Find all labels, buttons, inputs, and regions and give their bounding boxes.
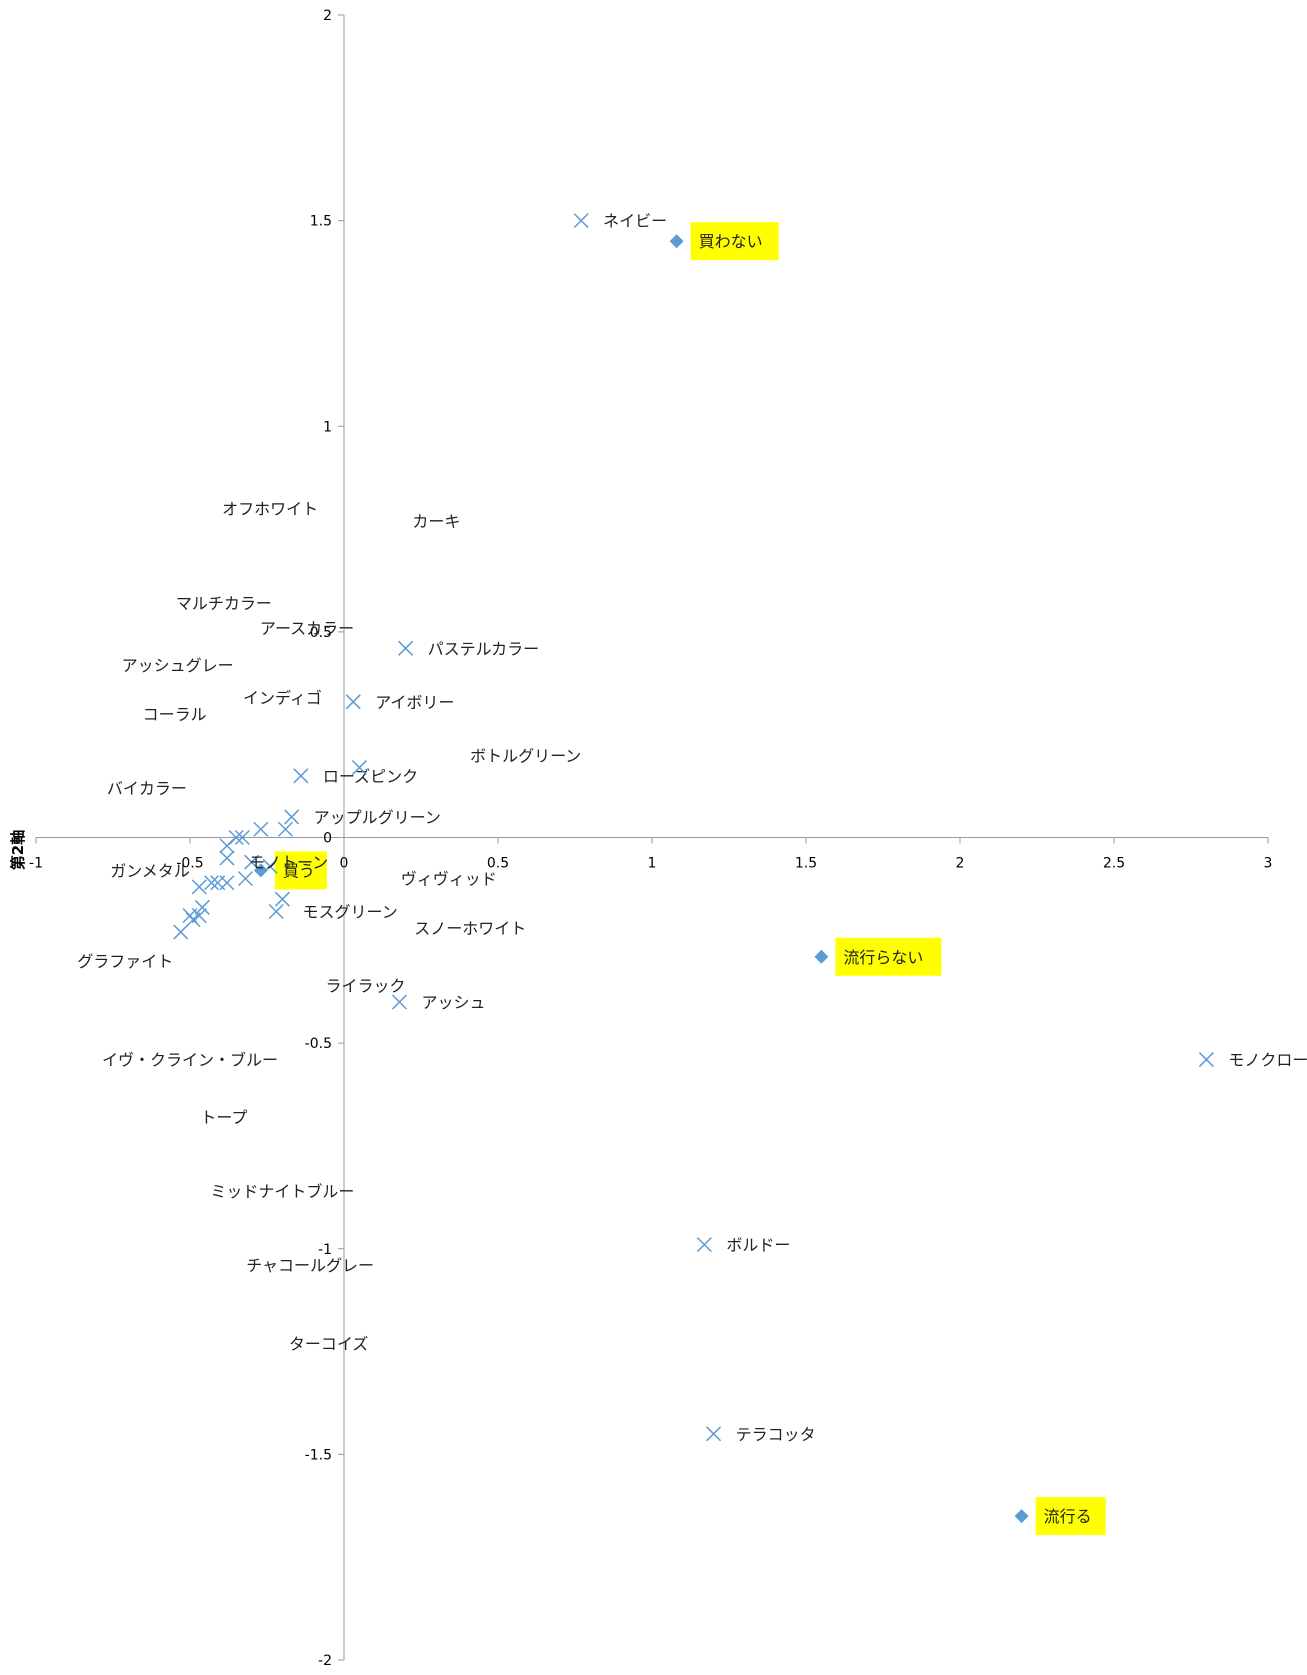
annotation-label: モスグリーン [303, 903, 398, 922]
x-point [284, 809, 300, 825]
x-tick-label: 0.5 [487, 856, 509, 872]
x-point [253, 821, 269, 837]
y-axis-title: 第2軸 [9, 830, 27, 870]
annotation-label: インディゴ [243, 689, 322, 708]
point-label: ボルドー [726, 1236, 790, 1255]
x-point [1198, 1052, 1214, 1068]
x-point [268, 903, 284, 920]
x-point [274, 891, 290, 907]
annotation-label: バイカラー [107, 779, 187, 798]
y-tick-label: 0 [323, 831, 332, 847]
y-tick-label: 1.5 [310, 214, 332, 230]
x-tick-label: -0.5 [176, 856, 203, 872]
annotation-label: ミッドナイトブルー [210, 1182, 354, 1201]
x-point [185, 912, 201, 928]
x-tick-label: 3 [1264, 856, 1273, 872]
y-tick-label: 0.5 [310, 625, 332, 641]
x-point [293, 768, 309, 784]
x-tick-label: 1 [648, 856, 657, 872]
point-label: 流行る [1044, 1507, 1092, 1526]
point-label: パステルカラー [428, 639, 540, 658]
annotation-label: ガンメタル [110, 861, 190, 880]
x-tick-label: 2.5 [1103, 856, 1125, 872]
label-highlight [690, 222, 779, 261]
diamond-point [669, 234, 684, 249]
x-tick-label: 1.5 [795, 856, 817, 872]
x-point [191, 879, 207, 895]
x-point [696, 1237, 712, 1253]
x-point [219, 838, 235, 854]
x-point [706, 1426, 722, 1442]
point-label: ローズピンク [323, 767, 418, 786]
x-tick-label: 2 [956, 856, 965, 872]
annotation-label: ボトルグリーン [470, 746, 581, 765]
point-label: アップルグリーン [314, 808, 441, 827]
annotation-label: アッシュグレー [122, 656, 234, 675]
point-label: ネイビー [603, 212, 667, 231]
x-point [204, 875, 220, 891]
y-tick-label: -1.5 [305, 1447, 332, 1463]
annotation-label: ヴィヴィッド [401, 870, 497, 889]
x-point [398, 640, 414, 656]
y-tick-label: 2 [323, 8, 332, 24]
y-tick-label: -2 [318, 1653, 332, 1669]
x-point [573, 213, 589, 229]
annotation-label: トープ [200, 1108, 247, 1127]
label-highlight [835, 937, 942, 976]
point-label: 買わない [699, 232, 763, 251]
label-highlight [274, 851, 327, 890]
point-label: 流行らない [843, 948, 923, 967]
x-point [210, 875, 226, 891]
x-point [234, 829, 250, 846]
x-point [194, 899, 210, 915]
annotation-label: ライラック [326, 977, 406, 996]
x-point [391, 994, 407, 1010]
x-point [244, 854, 260, 870]
point-label: 買う [283, 861, 315, 880]
point-label: アイボリー [375, 693, 454, 712]
x-point [262, 858, 278, 874]
x-tick-label: 0 [340, 856, 349, 872]
point-label: テラコッタ [736, 1425, 816, 1444]
x-point [219, 850, 235, 866]
y-tick-label: -1 [318, 1242, 332, 1258]
annotation-label: ターコイズ [289, 1334, 369, 1353]
x-point [351, 760, 367, 776]
annotation-label: チャコールグレー [246, 1256, 374, 1275]
diamond-point [814, 949, 829, 964]
annotation-label: オフホワイト [222, 500, 318, 519]
annotation-label: イヴ・クライン・ブルー [102, 1051, 278, 1070]
y-tick-label: 1 [323, 419, 332, 435]
x-point [277, 821, 294, 837]
annotation-label: コーラル [143, 705, 207, 724]
annotation-label: モノトーン [249, 853, 328, 872]
diamond-point [1014, 1509, 1029, 1524]
annotation-label: スノーホワイト [414, 919, 526, 938]
y-tick-label: -0.5 [305, 1036, 332, 1052]
x-point [345, 694, 361, 710]
annotation-label: マルチカラー [176, 594, 272, 613]
x-tick-label: -1 [29, 856, 43, 872]
point-label: アッシュ [421, 993, 485, 1012]
annotation-label: カーキ [412, 512, 460, 531]
x-point [173, 924, 189, 940]
annotation-label: グラファイト [77, 952, 173, 971]
annotation-label: アースカラー [260, 619, 354, 638]
x-point [237, 871, 253, 887]
axes: -1 -0.5 0 0.5 1 1.5 2 2.5 3 2 1.5 1 0.5 0 -0.5 -1 -1.5 -2 [29, 8, 1272, 1669]
label-highlight [1035, 1497, 1106, 1536]
point-label: モノクローム [1228, 1051, 1307, 1070]
